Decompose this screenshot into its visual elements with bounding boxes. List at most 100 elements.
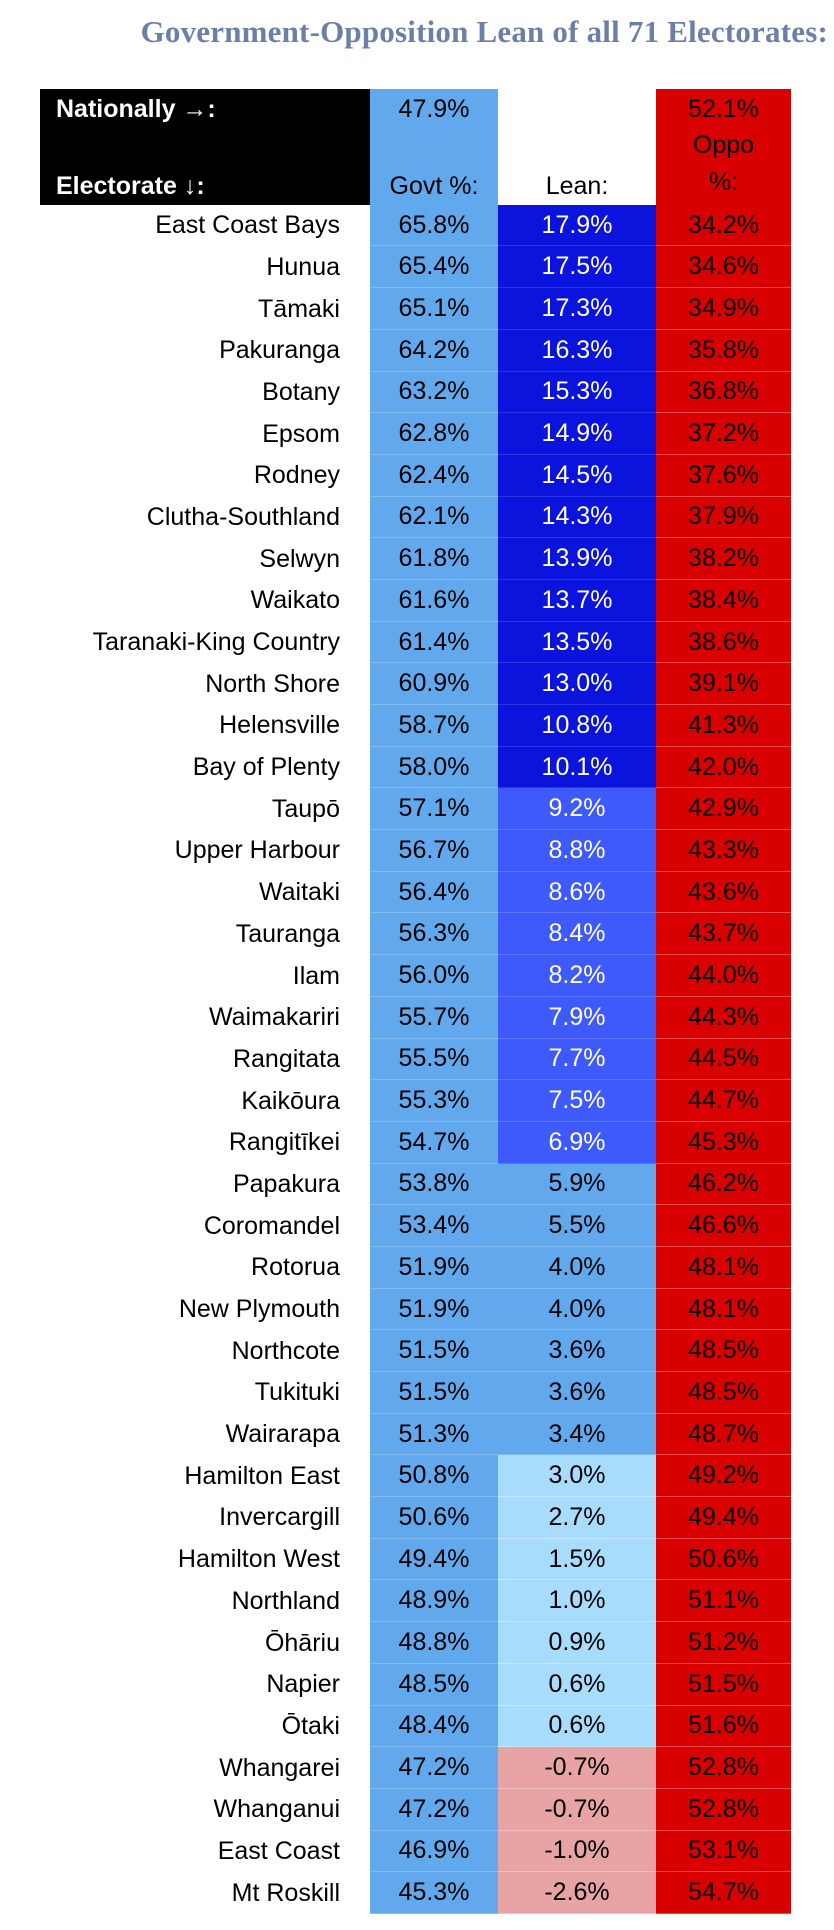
- oppo-percent: 44.5%: [656, 1038, 791, 1081]
- govt-percent: 55.7%: [370, 996, 498, 1039]
- electorate-name: Invercargill: [219, 1503, 340, 1532]
- electorate-name: Tauranga: [235, 919, 340, 948]
- table-row: Kaikōura 55.3% 7.5% 44.7%: [0, 1080, 834, 1122]
- lean-value: 0.6%: [498, 1705, 656, 1748]
- table-row: Coromandel 53.4% 5.5% 46.6%: [0, 1205, 834, 1247]
- lean-value: 13.0%: [498, 663, 656, 706]
- oppo-header-line-2: %:: [708, 167, 739, 196]
- table-row: Rodney 62.4% 14.5% 37.6%: [0, 454, 834, 497]
- oppo-percent: 45.3%: [656, 1121, 791, 1164]
- lean-value: 0.9%: [498, 1622, 656, 1664]
- electorate-name: Hamilton East: [184, 1461, 340, 1490]
- govt-percent: 62.4%: [370, 454, 498, 497]
- govt-percent: 45.3%: [370, 1872, 498, 1914]
- electorate-header: Electorate ↓:: [40, 130, 370, 205]
- table-row: Hamilton West 49.4% 1.5% 50.6%: [0, 1538, 834, 1581]
- govt-percent: 65.1%: [370, 288, 498, 330]
- table-row: Taupō 57.1% 9.2% 42.9%: [0, 788, 834, 831]
- govt-percent: 51.9%: [370, 1246, 498, 1289]
- lean-value: 16.3%: [498, 329, 656, 372]
- govt-percent: 48.8%: [370, 1622, 498, 1664]
- table-row: Bay of Plenty 58.0% 10.1% 42.0%: [0, 746, 834, 789]
- table-row: Northland 48.9% 1.0% 51.1%: [0, 1580, 834, 1623]
- lean-value: 6.9%: [498, 1121, 656, 1164]
- lean-value: 13.5%: [498, 621, 656, 664]
- govt-percent: 48.4%: [370, 1705, 498, 1748]
- govt-percent: 55.5%: [370, 1038, 498, 1081]
- govt-percent: 46.9%: [370, 1830, 498, 1873]
- oppo-percent: 48.5%: [656, 1372, 791, 1414]
- lean-value: 8.6%: [498, 871, 656, 914]
- govt-percent: 50.8%: [370, 1455, 498, 1498]
- govt-percent: 51.3%: [370, 1413, 498, 1456]
- lean-value: 13.7%: [498, 579, 656, 622]
- oppo-percent: 43.3%: [656, 830, 791, 872]
- page-title: Government-Opposition Lean of all 71 Ele…: [140, 14, 828, 49]
- lean-value: 7.7%: [498, 1038, 656, 1081]
- lean-value: 8.8%: [498, 830, 656, 872]
- electorate-name: Epsom: [262, 419, 340, 448]
- govt-header: Govt %:: [370, 130, 498, 205]
- electorate-name: Mt Roskill: [231, 1878, 340, 1907]
- govt-percent: 65.4%: [370, 246, 498, 289]
- lean-header: Lean:: [545, 171, 609, 200]
- table-row: New Plymouth 51.9% 4.0% 48.1%: [0, 1288, 834, 1331]
- oppo-percent: 34.6%: [656, 246, 791, 289]
- lean-value: 0.6%: [498, 1663, 656, 1706]
- govt-percent: 57.1%: [370, 788, 498, 831]
- lean-value: 1.5%: [498, 1538, 656, 1581]
- table-row: Taranaki-King Country 61.4% 13.5% 38.6%: [0, 621, 834, 664]
- electorate-name: Wairarapa: [225, 1420, 340, 1449]
- govt-percent: 60.9%: [370, 663, 498, 706]
- lean-value: 3.4%: [498, 1413, 656, 1456]
- oppo-percent: 51.2%: [656, 1622, 791, 1664]
- table-row: Papakura 53.8% 5.9% 46.2%: [0, 1163, 834, 1206]
- lean-value: 4.0%: [498, 1288, 656, 1331]
- oppo-percent: 49.2%: [656, 1455, 791, 1498]
- table-row: Waimakariri 55.7% 7.9% 44.3%: [0, 996, 834, 1039]
- govt-percent: 51.9%: [370, 1288, 498, 1331]
- govt-percent: 47.2%: [370, 1747, 498, 1789]
- electorate-name: Rangitata: [232, 1044, 340, 1073]
- electorate-name: Rotorua: [251, 1253, 340, 1282]
- table-row: Napier 48.5% 0.6% 51.5%: [0, 1663, 834, 1706]
- govt-percent: 62.1%: [370, 496, 498, 539]
- oppo-percent: 37.2%: [656, 413, 791, 455]
- lean-value: 3.6%: [498, 1372, 656, 1414]
- national-govt-value: 47.9%: [370, 89, 498, 131]
- electorate-name: Waitaki: [258, 878, 340, 907]
- oppo-percent: 54.7%: [656, 1872, 791, 1914]
- lean-value: 8.4%: [498, 913, 656, 956]
- table-row: Whanganui 47.2% -0.7% 52.8%: [0, 1788, 834, 1831]
- table-row: Waikato 61.6% 13.7% 38.4%: [0, 579, 834, 622]
- oppo-percent: 41.3%: [656, 705, 791, 747]
- oppo-percent: 49.4%: [656, 1497, 791, 1539]
- govt-percent: 53.4%: [370, 1205, 498, 1247]
- oppo-percent: 51.1%: [656, 1580, 791, 1623]
- govt-percent: 54.7%: [370, 1121, 498, 1164]
- oppo-percent: 37.6%: [656, 454, 791, 497]
- govt-percent: 63.2%: [370, 371, 498, 414]
- table-row: Tukituki 51.5% 3.6% 48.5%: [0, 1372, 834, 1414]
- oppo-percent: 48.1%: [656, 1246, 791, 1289]
- lean-value: 14.9%: [498, 413, 656, 455]
- lean-value: 10.8%: [498, 705, 656, 747]
- govt-percent: 56.4%: [370, 871, 498, 914]
- table-row: Invercargill 50.6% 2.7% 49.4%: [0, 1497, 834, 1539]
- lean-value: 17.3%: [498, 288, 656, 330]
- lean-value: 4.0%: [498, 1246, 656, 1289]
- oppo-percent: 44.7%: [656, 1080, 791, 1122]
- electorate-name: Helensville: [219, 711, 340, 740]
- lean-value: 3.0%: [498, 1455, 656, 1498]
- lean-value: 8.2%: [498, 955, 656, 997]
- oppo-percent: 43.6%: [656, 871, 791, 914]
- table-row: East Coast 46.9% -1.0% 53.1%: [0, 1830, 834, 1873]
- electorate-name: Ilam: [292, 961, 340, 990]
- lean-value: 7.5%: [498, 1080, 656, 1122]
- oppo-percent: 48.5%: [656, 1330, 791, 1373]
- govt-percent: 53.8%: [370, 1163, 498, 1206]
- lean-table: Nationally →: 47.9% 52.1% Electorate ↓: …: [0, 89, 834, 1914]
- oppo-percent: 35.8%: [656, 329, 791, 372]
- oppo-percent: 42.0%: [656, 746, 791, 789]
- electorate-name: North Shore: [205, 669, 340, 698]
